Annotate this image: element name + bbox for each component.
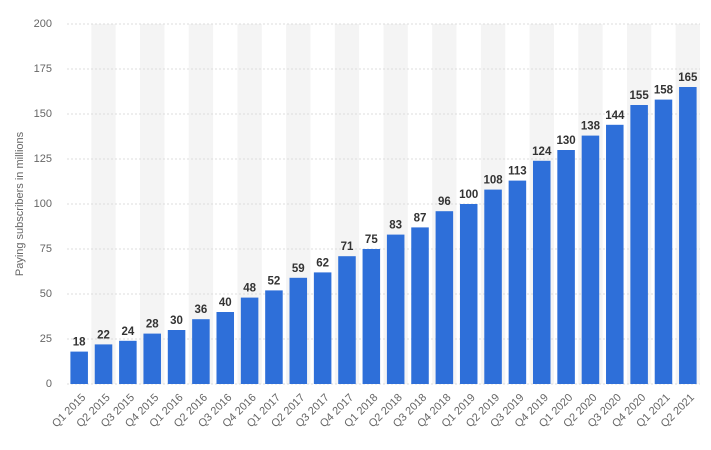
- value-label: 165: [678, 72, 698, 84]
- bar: [411, 227, 429, 384]
- value-label: 22: [97, 329, 110, 341]
- bar: [216, 312, 235, 384]
- value-label: 75: [365, 234, 378, 246]
- y-tick-label: 75: [40, 243, 52, 255]
- value-label: 59: [292, 263, 305, 275]
- y-tick-label: 100: [34, 198, 52, 210]
- y-tick-label: 150: [34, 108, 52, 120]
- y-tick-label: 50: [40, 288, 52, 300]
- value-label: 96: [438, 196, 451, 208]
- value-label: 124: [532, 146, 552, 158]
- value-label: 158: [654, 85, 674, 97]
- y-tick-label: 175: [34, 63, 52, 75]
- value-label: 83: [389, 220, 402, 232]
- y-axis-title: Paying subscribers in millions: [14, 131, 26, 276]
- bar: [94, 344, 113, 384]
- bar: [289, 277, 308, 384]
- value-label: 24: [121, 326, 134, 338]
- bar: [265, 290, 283, 384]
- bar: [362, 249, 381, 384]
- value-label: 113: [508, 166, 527, 178]
- bar: [654, 99, 673, 384]
- bar: [386, 234, 405, 384]
- value-label: 108: [483, 175, 503, 187]
- bar: [630, 105, 648, 384]
- value-label: 62: [316, 257, 329, 269]
- bar: [508, 180, 527, 384]
- y-tick-label: 125: [34, 153, 52, 165]
- value-label: 87: [414, 212, 427, 224]
- bar: [143, 333, 161, 384]
- value-label: 30: [170, 315, 183, 327]
- bar: [606, 124, 624, 385]
- bar: [459, 204, 478, 384]
- value-label: 71: [341, 241, 354, 253]
- y-tick-label: 25: [40, 333, 52, 345]
- value-label: 28: [146, 319, 159, 331]
- bar: [313, 272, 332, 384]
- value-label: 100: [459, 189, 478, 201]
- bar: [192, 319, 210, 384]
- y-tick-label: 200: [34, 18, 52, 30]
- bar: [532, 160, 551, 384]
- bar: [167, 330, 186, 384]
- bar: [557, 150, 575, 384]
- bar: [119, 340, 137, 384]
- value-label: 48: [243, 283, 256, 295]
- y-tick-label: 0: [46, 378, 52, 390]
- bar: [484, 189, 502, 384]
- value-label: 144: [605, 110, 625, 122]
- bar: [70, 351, 88, 384]
- value-label: 130: [557, 135, 576, 147]
- bar: [338, 256, 356, 384]
- value-label: 155: [630, 90, 650, 102]
- value-label: 36: [195, 304, 208, 316]
- bar: [679, 87, 697, 384]
- bar: [240, 297, 259, 384]
- value-label: 52: [268, 275, 281, 287]
- bar: [581, 135, 600, 384]
- value-label: 138: [581, 121, 601, 133]
- value-label: 18: [73, 337, 86, 349]
- bar: [435, 211, 454, 384]
- value-label: 40: [219, 297, 232, 309]
